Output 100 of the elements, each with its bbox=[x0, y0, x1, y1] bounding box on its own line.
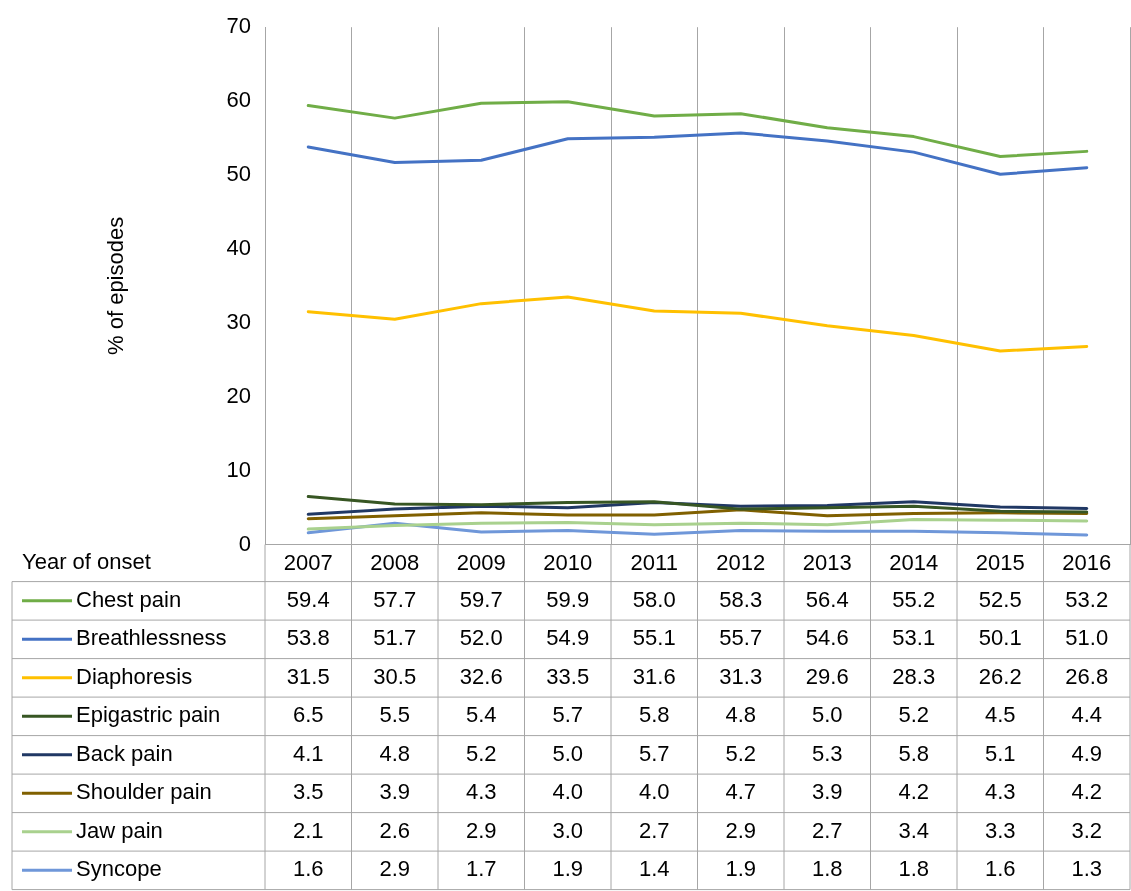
y-tick-label: 60 bbox=[226, 87, 251, 113]
data-label: 4.8 bbox=[379, 740, 411, 766]
legend-label: Back pain bbox=[76, 740, 173, 766]
data-label: 2.9 bbox=[725, 817, 757, 843]
data-label: 5.7 bbox=[638, 740, 670, 766]
data-label: 3.4 bbox=[898, 817, 930, 843]
data-label: 1.6 bbox=[292, 856, 324, 882]
data-label: 4.4 bbox=[1071, 702, 1103, 728]
data-label: 53.1 bbox=[892, 625, 936, 651]
y-tick-label: 70 bbox=[226, 13, 251, 39]
data-label: 1.4 bbox=[638, 856, 670, 882]
data-label: 4.7 bbox=[725, 779, 757, 805]
data-label: 31.6 bbox=[632, 663, 676, 689]
data-label: 3.2 bbox=[1071, 817, 1103, 843]
x-tick-label: 2012 bbox=[716, 549, 766, 575]
data-label: 1.3 bbox=[1071, 856, 1103, 882]
data-label: 52.5 bbox=[978, 586, 1022, 612]
data-label: 54.9 bbox=[546, 625, 590, 651]
data-label: 3.9 bbox=[379, 779, 411, 805]
data-label: 6.5 bbox=[292, 702, 324, 728]
x-axis-title: Year of onset bbox=[22, 549, 151, 575]
data-label: 2.9 bbox=[379, 856, 411, 882]
data-label: 52.0 bbox=[459, 625, 503, 651]
data-label: 33.5 bbox=[546, 663, 590, 689]
data-label: 2.1 bbox=[292, 817, 324, 843]
data-label: 56.4 bbox=[805, 586, 849, 612]
data-label: 57.7 bbox=[373, 586, 417, 612]
data-label: 5.2 bbox=[898, 702, 930, 728]
data-label: 51.7 bbox=[373, 625, 417, 651]
data-label: 31.3 bbox=[719, 663, 763, 689]
data-label: 59.4 bbox=[286, 586, 330, 612]
data-label: 5.2 bbox=[725, 740, 757, 766]
data-label: 58.3 bbox=[719, 586, 763, 612]
data-label: 4.2 bbox=[1071, 779, 1103, 805]
data-label: 3.3 bbox=[984, 817, 1016, 843]
data-label: 5.8 bbox=[638, 702, 670, 728]
x-tick-label: 2010 bbox=[543, 549, 593, 575]
legend-label: Breathlessness bbox=[76, 625, 227, 651]
data-label: 4.9 bbox=[1071, 740, 1103, 766]
data-label: 53.8 bbox=[286, 625, 330, 651]
data-label: 1.8 bbox=[898, 856, 930, 882]
data-label: 54.6 bbox=[805, 625, 849, 651]
x-tick-label: 2013 bbox=[802, 549, 852, 575]
legend-label: Jaw pain bbox=[76, 817, 163, 843]
data-label: 55.7 bbox=[719, 625, 763, 651]
data-label: 2.7 bbox=[638, 817, 670, 843]
y-tick-label: 30 bbox=[226, 308, 251, 334]
legend-label: Diaphoresis bbox=[76, 663, 193, 689]
data-label: 55.1 bbox=[632, 625, 676, 651]
y-axis-title: % of episodes bbox=[103, 216, 129, 355]
data-label: 2.7 bbox=[811, 817, 843, 843]
x-tick-label: 2016 bbox=[1062, 549, 1112, 575]
data-label: 58.0 bbox=[632, 586, 676, 612]
legend-label: Chest pain bbox=[76, 586, 182, 612]
x-tick-label: 2014 bbox=[889, 549, 939, 575]
data-label: 53.2 bbox=[1065, 586, 1109, 612]
data-label: 26.8 bbox=[1065, 663, 1109, 689]
data-label: 5.5 bbox=[379, 702, 411, 728]
data-label: 1.7 bbox=[465, 856, 497, 882]
data-label: 2.6 bbox=[379, 817, 411, 843]
data-label: 2.9 bbox=[465, 817, 497, 843]
x-tick-label: 2007 bbox=[283, 549, 333, 575]
x-tick-label: 2008 bbox=[370, 549, 420, 575]
data-label: 1.6 bbox=[984, 856, 1016, 882]
data-label: 31.5 bbox=[286, 663, 330, 689]
legend-label: Shoulder pain bbox=[76, 779, 212, 805]
data-label: 3.5 bbox=[292, 779, 324, 805]
data-label: 4.5 bbox=[984, 702, 1016, 728]
data-label: 26.2 bbox=[978, 663, 1022, 689]
data-label: 4.3 bbox=[984, 779, 1016, 805]
y-tick-label: 40 bbox=[226, 235, 251, 261]
data-label: 5.0 bbox=[811, 702, 843, 728]
data-label: 50.1 bbox=[978, 625, 1022, 651]
data-label: 3.9 bbox=[811, 779, 843, 805]
y-tick-label: 20 bbox=[226, 382, 251, 408]
data-label: 5.8 bbox=[898, 740, 930, 766]
data-label: 5.2 bbox=[465, 740, 497, 766]
x-tick-label: 2015 bbox=[975, 549, 1025, 575]
data-label: 30.5 bbox=[373, 663, 417, 689]
data-label: 5.7 bbox=[552, 702, 584, 728]
data-label: 32.6 bbox=[459, 663, 503, 689]
data-label: 4.0 bbox=[552, 779, 584, 805]
data-label: 51.0 bbox=[1065, 625, 1109, 651]
data-label: 1.9 bbox=[725, 856, 757, 882]
data-label: 29.6 bbox=[805, 663, 849, 689]
data-label: 5.4 bbox=[465, 702, 497, 728]
y-tick-label: 0 bbox=[238, 530, 251, 556]
data-label: 28.3 bbox=[892, 663, 936, 689]
x-tick-label: 2009 bbox=[456, 549, 506, 575]
data-label: 5.0 bbox=[552, 740, 584, 766]
data-label: 4.2 bbox=[898, 779, 930, 805]
data-label: 55.2 bbox=[892, 586, 936, 612]
data-label: 4.8 bbox=[725, 702, 757, 728]
data-label: 4.3 bbox=[465, 779, 497, 805]
data-label: 1.8 bbox=[811, 856, 843, 882]
data-label: 3.0 bbox=[552, 817, 584, 843]
data-label: 4.1 bbox=[292, 740, 324, 766]
data-label: 59.9 bbox=[546, 586, 590, 612]
legend-label: Epigastric pain bbox=[76, 702, 221, 728]
data-label: 1.9 bbox=[552, 856, 584, 882]
